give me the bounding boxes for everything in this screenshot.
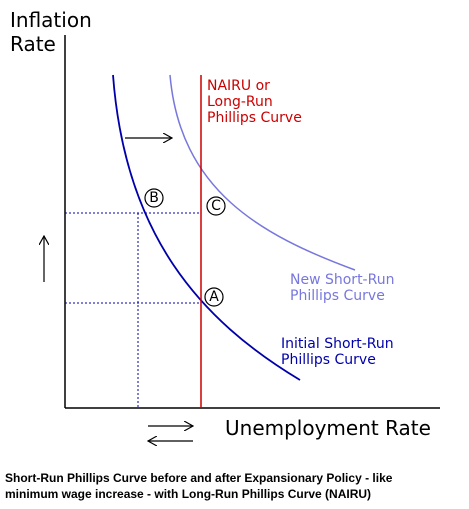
new-short-run-curve: [169, 74, 356, 271]
point-label: B: [149, 190, 159, 206]
point-circles: [144, 188, 226, 307]
initial-curve-label: Initial Short-Run Phillips Curve: [281, 336, 398, 368]
point-label: C: [211, 198, 221, 214]
caption: Short-Run Phillips Curve before and afte…: [5, 471, 396, 501]
y-axis-label: Inflation: [10, 8, 92, 32]
point-label: A: [209, 289, 219, 305]
y-axis-label: Rate: [10, 32, 56, 56]
nairu-label: NAIRU or Long-Run Phillips Curve: [207, 78, 302, 126]
x-axis-label: Unemployment Rate: [225, 416, 431, 440]
new-curve-label: New Short-Run Phillips Curve: [290, 272, 399, 304]
guides: [65, 212, 202, 408]
initial-short-run-curve: [112, 74, 301, 381]
arrows: [44, 138, 193, 441]
